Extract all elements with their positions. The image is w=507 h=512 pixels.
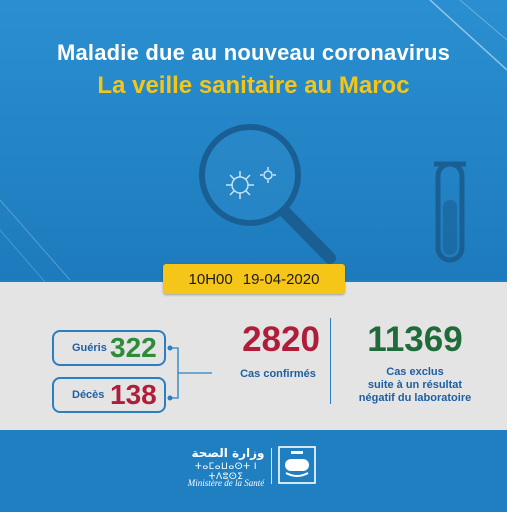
divider — [330, 318, 331, 404]
footer-band — [0, 430, 507, 512]
magnifier-virus-icon — [199, 124, 336, 264]
confirmed-count: 2820 — [242, 320, 320, 359]
logo-separator — [271, 448, 272, 484]
recovered-label: Guéris — [72, 342, 107, 354]
recovered-box: Guéris 322 — [52, 330, 166, 366]
excluded-label: Cas exclus suite à un résultat négatif d… — [340, 366, 490, 405]
deaths-label: Décès — [72, 389, 105, 401]
ministry-name-french: Ministère de la Santé — [187, 478, 265, 488]
date-text: 19-04-2020 — [242, 270, 320, 288]
time-text: 10H00 — [188, 270, 233, 288]
ministry-name-tifinagh: ⵜⴰⵎⴰⵡⴰⵙⵜ ⵏ ⵜⴷⵓⵙⵉ — [194, 462, 258, 482]
ministry-name-arabic: وزارة الصحة — [191, 446, 265, 460]
excluded-label-line: Cas exclus — [386, 366, 444, 378]
recovered-count: 322 — [110, 332, 157, 363]
ministry-logo-icon — [278, 446, 316, 484]
deaths-count: 138 — [110, 379, 157, 410]
decorative-lines — [0, 0, 507, 282]
excluded-count: 11369 — [367, 320, 463, 359]
page-title: Maladie due au nouveau coronavirus — [56, 40, 451, 65]
excluded-label-line: négatif du laboratoire — [358, 392, 472, 404]
bracket-connector — [167, 345, 212, 401]
date-badge: 10H00 19-04-2020 — [163, 264, 345, 294]
confirmed-label: Cas confirmés — [240, 368, 316, 380]
deaths-box: Décès 138 — [52, 377, 166, 413]
page-subtitle: La veille sanitaire au Maroc — [97, 72, 410, 99]
test-tube-icon — [434, 161, 466, 263]
excluded-label-line: suite à un résultat — [367, 379, 463, 391]
